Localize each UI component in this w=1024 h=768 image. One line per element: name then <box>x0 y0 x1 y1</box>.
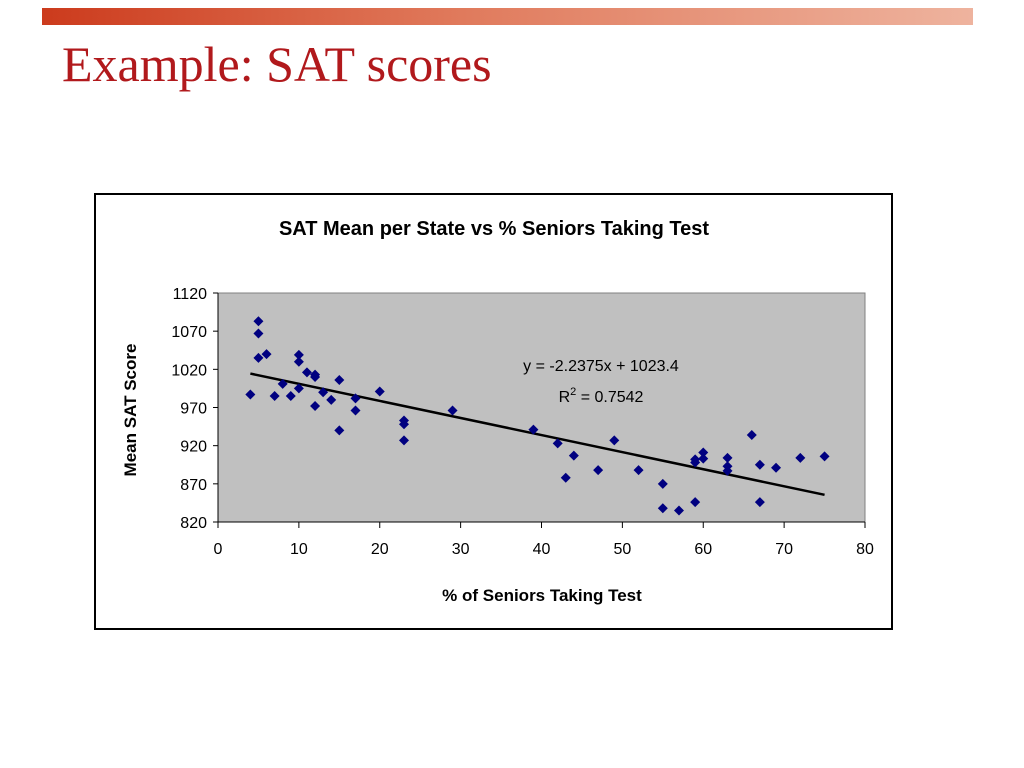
data-point <box>326 394 337 405</box>
r-squared-exponent: 2 <box>570 386 576 398</box>
data-point <box>754 497 765 508</box>
data-point <box>399 435 410 446</box>
data-point <box>253 352 264 363</box>
data-point <box>819 451 830 462</box>
data-point <box>771 462 782 473</box>
x-tick-label: 10 <box>290 541 308 558</box>
chart-title: SAT Mean per State vs % Seniors Taking T… <box>279 218 709 240</box>
x-axis-title: % of Seniors Taking Test <box>442 586 642 605</box>
x-tick-label: 80 <box>856 541 874 558</box>
data-point <box>245 389 256 400</box>
data-point <box>277 378 288 389</box>
data-point <box>399 419 410 430</box>
data-point <box>285 391 296 402</box>
data-point <box>698 447 709 458</box>
trendline-equation: y = -2.2375x + 1023.4 <box>523 358 679 375</box>
y-axis-title: Mean SAT Score <box>121 344 140 477</box>
data-point <box>698 453 709 464</box>
data-point <box>261 349 272 360</box>
data-point <box>673 505 684 516</box>
y-tick-label: 970 <box>180 401 207 418</box>
data-point <box>568 450 579 461</box>
data-point <box>633 465 644 476</box>
scatter-chart: SAT Mean per State vs % Seniors Taking T… <box>121 218 874 605</box>
y-axis: 820 870 920 970 1020 1070 1120 <box>171 286 219 532</box>
y-tick-label: 820 <box>180 515 207 532</box>
chart-frame: SAT Mean per State vs % Seniors Taking T… <box>94 193 893 630</box>
data-point <box>350 405 361 416</box>
data-point <box>310 400 321 411</box>
data-point <box>657 503 668 514</box>
data-point <box>593 465 604 476</box>
r-squared-symbol: R <box>559 389 571 406</box>
data-point <box>560 472 571 483</box>
x-tick-label: 20 <box>371 541 389 558</box>
y-tick-label: 1020 <box>171 362 207 379</box>
data-point <box>657 478 668 489</box>
data-point <box>690 497 701 508</box>
data-point <box>293 383 304 394</box>
data-point <box>447 405 458 416</box>
data-point <box>269 391 280 402</box>
y-tick-label: 920 <box>180 439 207 456</box>
data-point <box>253 316 264 327</box>
data-point <box>552 438 563 449</box>
title-accent-bar <box>42 8 973 25</box>
data-point <box>722 452 733 463</box>
plot-area <box>217 292 866 523</box>
data-points <box>245 316 830 516</box>
x-tick-label: 30 <box>452 541 470 558</box>
data-point <box>746 429 757 440</box>
data-point <box>293 356 304 367</box>
y-tick-label: 1070 <box>171 324 207 341</box>
data-point <box>795 452 806 463</box>
data-point <box>318 387 329 398</box>
data-point <box>253 328 264 339</box>
y-tick-label: 1120 <box>173 286 208 303</box>
y-tick-label: 870 <box>180 477 207 494</box>
slide-title: Example: SAT scores <box>62 36 492 92</box>
x-tick-label: 50 <box>613 541 631 558</box>
data-point <box>609 435 620 446</box>
data-point <box>722 465 733 476</box>
data-point <box>374 386 385 397</box>
data-point <box>293 349 304 360</box>
x-axis: 0 10 20 30 40 50 60 70 80 <box>214 521 874 558</box>
x-tick-label: 0 <box>214 541 223 558</box>
r-squared-label: R2 = 0.7542 <box>559 386 644 406</box>
data-point <box>310 371 321 382</box>
trendline <box>250 372 825 497</box>
data-point <box>334 425 345 436</box>
data-point <box>334 375 345 386</box>
data-point <box>528 424 539 435</box>
x-tick-label: 70 <box>775 541 793 558</box>
x-tick-label: 40 <box>533 541 551 558</box>
data-point <box>690 457 701 468</box>
r-squared-value: = 0.7542 <box>576 389 643 406</box>
x-tick-label: 60 <box>694 541 712 558</box>
data-point <box>301 367 312 378</box>
data-point <box>350 393 361 404</box>
data-point <box>754 459 765 470</box>
